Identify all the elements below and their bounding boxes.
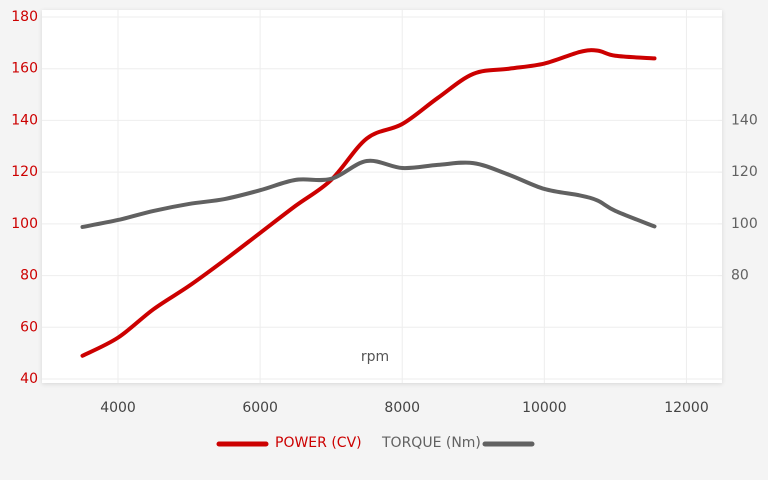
y2-tick-label: 80	[731, 268, 749, 284]
series-line	[80, 48, 657, 358]
y-tick-label: 40	[20, 371, 38, 387]
y-tick-label: 80	[20, 268, 38, 284]
legend-label: POWER (CV)	[275, 435, 362, 451]
y-tick-label: 60	[20, 319, 38, 335]
y-tick-label: 140	[11, 112, 38, 128]
series-line	[80, 158, 657, 229]
x-tick-label: 12000	[664, 400, 709, 416]
x-tick-label: 6000	[242, 400, 278, 416]
y-tick-label: 160	[11, 61, 38, 77]
x-tick-label: 10000	[522, 400, 567, 416]
plot-area	[42, 10, 722, 383]
y2-tick-label: 120	[731, 164, 758, 180]
x-tick-label: 8000	[384, 400, 420, 416]
x-axis-label: rpm	[361, 349, 389, 365]
y2-tick-label: 100	[731, 216, 758, 232]
y-tick-label: 120	[11, 164, 38, 180]
y-tick-label: 180	[11, 9, 38, 25]
y2-tick-label: 140	[731, 112, 758, 128]
x-tick-label: 4000	[100, 400, 136, 416]
y-tick-label: 100	[11, 216, 38, 232]
legend-label: TORQUE (Nm)	[381, 435, 481, 451]
